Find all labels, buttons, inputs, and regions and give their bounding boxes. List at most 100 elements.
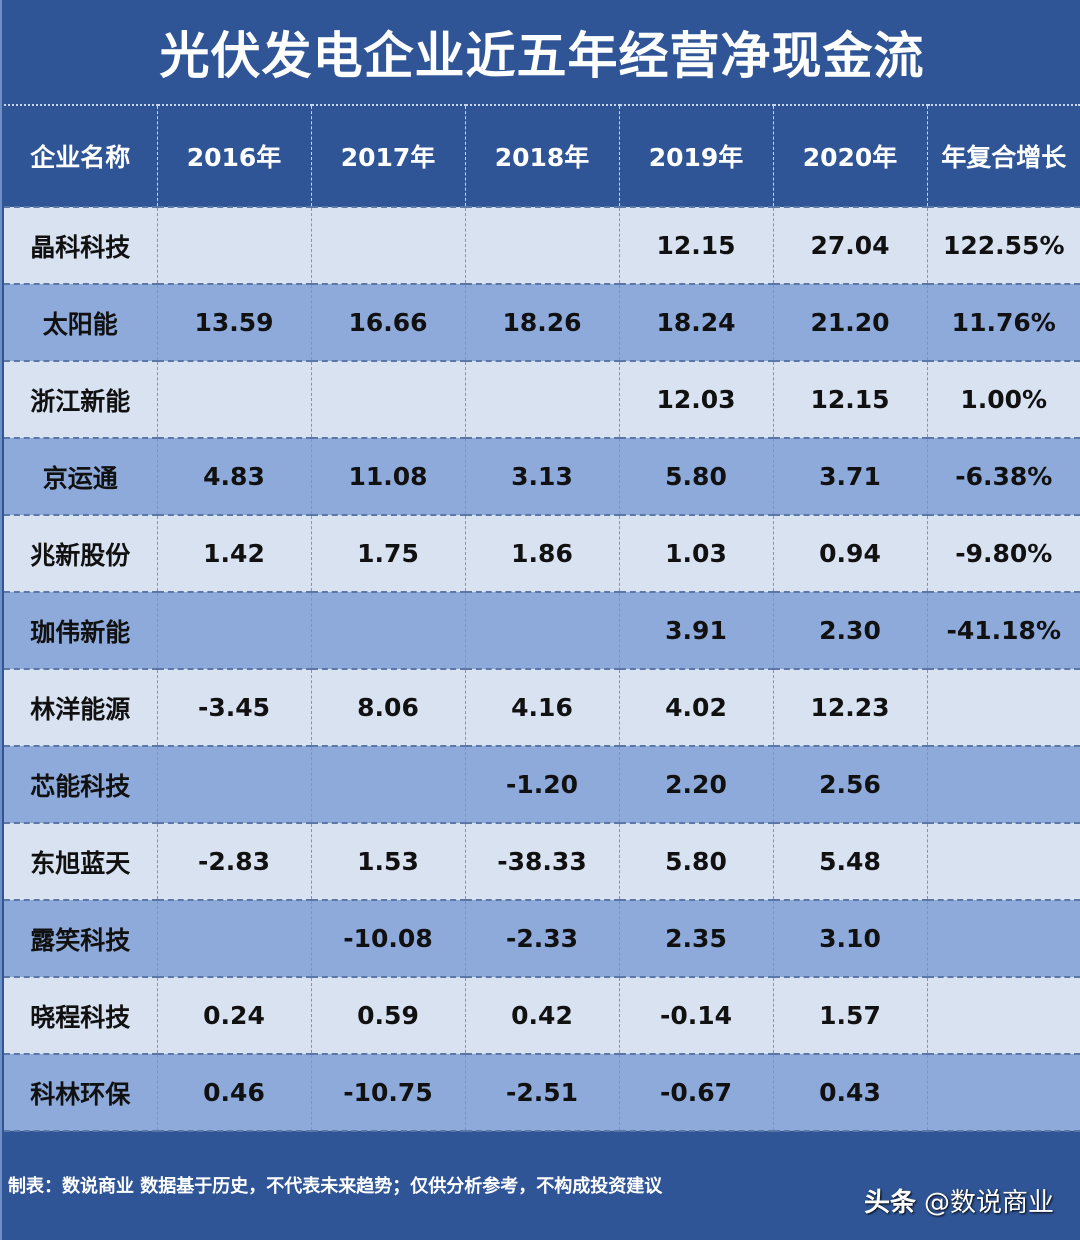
value-2018 xyxy=(464,206,620,285)
value-2017 xyxy=(310,745,466,824)
header-cagr: 年复合增长 xyxy=(926,104,1080,208)
value-2018: 0.42 xyxy=(464,976,620,1055)
value-cagr xyxy=(926,976,1080,1055)
header-2019: 2019年 xyxy=(618,104,774,208)
value-2016 xyxy=(156,591,312,670)
value-cagr: -41.18% xyxy=(926,591,1080,670)
value-cagr xyxy=(926,822,1080,901)
value-2020: 0.43 xyxy=(772,1053,928,1132)
table-row: 太阳能 13.59 16.66 18.26 18.24 21.20 11.76% xyxy=(4,283,1080,362)
value-2017: 16.66 xyxy=(310,283,466,362)
value-cagr: -6.38% xyxy=(926,437,1080,516)
value-2020: 5.48 xyxy=(772,822,928,901)
value-2018: 1.86 xyxy=(464,514,620,593)
header-2016: 2016年 xyxy=(156,104,312,208)
value-cagr xyxy=(926,745,1080,824)
header-2020: 2020年 xyxy=(772,104,928,208)
value-2016: 4.83 xyxy=(156,437,312,516)
value-2016 xyxy=(156,745,312,824)
value-2018 xyxy=(464,360,620,439)
value-2019: 2.20 xyxy=(618,745,774,824)
table-header-row: 企业名称 2016年 2017年 2018年 2019年 2020年 年复合增长 xyxy=(4,104,1080,208)
value-2018: 18.26 xyxy=(464,283,620,362)
value-2018: -38.33 xyxy=(464,822,620,901)
company-name: 科林环保 xyxy=(4,1053,158,1132)
value-2018: -2.33 xyxy=(464,899,620,978)
value-2018: -1.20 xyxy=(464,745,620,824)
value-2017 xyxy=(310,206,466,285)
value-2016: -2.83 xyxy=(156,822,312,901)
value-2020: 0.94 xyxy=(772,514,928,593)
value-cagr: 1.00% xyxy=(926,360,1080,439)
page-title: 光伏发电企业近五年经营净现金流 xyxy=(159,27,925,85)
watermark-handle: @数说商业 xyxy=(923,1188,1054,1218)
value-cagr xyxy=(926,668,1080,747)
value-2017: 1.53 xyxy=(310,822,466,901)
value-2020: 2.56 xyxy=(772,745,928,824)
value-2020: 12.15 xyxy=(772,360,928,439)
table-row: 晓程科技 0.24 0.59 0.42 -0.14 1.57 xyxy=(4,976,1080,1055)
value-cagr xyxy=(926,1053,1080,1132)
company-name: 晶科科技 xyxy=(4,206,158,285)
value-2020: 21.20 xyxy=(772,283,928,362)
header-2017: 2017年 xyxy=(310,104,466,208)
company-name: 露笑科技 xyxy=(4,899,158,978)
value-2019: 5.80 xyxy=(618,437,774,516)
header-2018: 2018年 xyxy=(464,104,620,208)
table-row: 科林环保 0.46 -10.75 -2.51 -0.67 0.43 xyxy=(4,1053,1080,1132)
value-2020: 12.23 xyxy=(772,668,928,747)
table-row: 京运通 4.83 11.08 3.13 5.80 3.71 -6.38% xyxy=(4,437,1080,516)
table-row: 兆新股份 1.42 1.75 1.86 1.03 0.94 -9.80% xyxy=(4,514,1080,593)
value-2016 xyxy=(156,899,312,978)
company-name: 珈伟新能 xyxy=(4,591,158,670)
value-2019: 5.80 xyxy=(618,822,774,901)
value-2016: 0.46 xyxy=(156,1053,312,1132)
value-2019: 3.91 xyxy=(618,591,774,670)
value-2019: 18.24 xyxy=(618,283,774,362)
company-name: 兆新股份 xyxy=(4,514,158,593)
company-name: 晓程科技 xyxy=(4,976,158,1055)
table-row: 露笑科技 -10.08 -2.33 2.35 3.10 xyxy=(4,899,1080,978)
value-2017: -10.75 xyxy=(310,1053,466,1132)
company-name: 太阳能 xyxy=(4,283,158,362)
watermark-brand: 头条 xyxy=(863,1188,916,1218)
value-2016: 1.42 xyxy=(156,514,312,593)
value-2017: 11.08 xyxy=(310,437,466,516)
source-note: 制表：数说商业 数据基于历史，不代表未来趋势；仅供分析参考，不构成投资建议 xyxy=(8,1176,663,1197)
value-2016: -3.45 xyxy=(156,668,312,747)
value-2020: 27.04 xyxy=(772,206,928,285)
company-name: 林洋能源 xyxy=(4,668,158,747)
value-2019: 1.03 xyxy=(618,514,774,593)
value-cagr: 11.76% xyxy=(926,283,1080,362)
value-2018: 3.13 xyxy=(464,437,620,516)
value-2018 xyxy=(464,591,620,670)
value-2019: 4.02 xyxy=(618,668,774,747)
table-row: 珈伟新能 3.91 2.30 -41.18% xyxy=(4,591,1080,670)
company-name: 芯能科技 xyxy=(4,745,158,824)
value-2020: 2.30 xyxy=(772,591,928,670)
table-row: 浙江新能 12.03 12.15 1.00% xyxy=(4,360,1080,439)
value-2017 xyxy=(310,360,466,439)
value-2019: 2.35 xyxy=(618,899,774,978)
value-2017: 1.75 xyxy=(310,514,466,593)
value-2016 xyxy=(156,360,312,439)
value-2017: -10.08 xyxy=(310,899,466,978)
value-cagr: 122.55% xyxy=(926,206,1080,285)
company-name: 东旭蓝天 xyxy=(4,822,158,901)
value-2016: 0.24 xyxy=(156,976,312,1055)
value-2019: -0.67 xyxy=(618,1053,774,1132)
table-row: 晶科科技 12.15 27.04 122.55% xyxy=(4,206,1080,285)
value-cagr: -9.80% xyxy=(926,514,1080,593)
value-2016: 13.59 xyxy=(156,283,312,362)
table-row: 芯能科技 -1.20 2.20 2.56 xyxy=(4,745,1080,824)
value-2019: 12.03 xyxy=(618,360,774,439)
value-2020: 3.10 xyxy=(772,899,928,978)
company-name: 京运通 xyxy=(4,437,158,516)
watermark: 头条 @数说商业 xyxy=(864,1182,1054,1219)
value-2018: 4.16 xyxy=(464,668,620,747)
cashflow-table: 企业名称 2016年 2017年 2018年 2019年 2020年 年复合增长… xyxy=(4,104,1080,1132)
table-row: 东旭蓝天 -2.83 1.53 -38.33 5.80 5.48 xyxy=(4,822,1080,901)
table-row: 林洋能源 -3.45 8.06 4.16 4.02 12.23 xyxy=(4,668,1080,747)
value-2018: -2.51 xyxy=(464,1053,620,1132)
